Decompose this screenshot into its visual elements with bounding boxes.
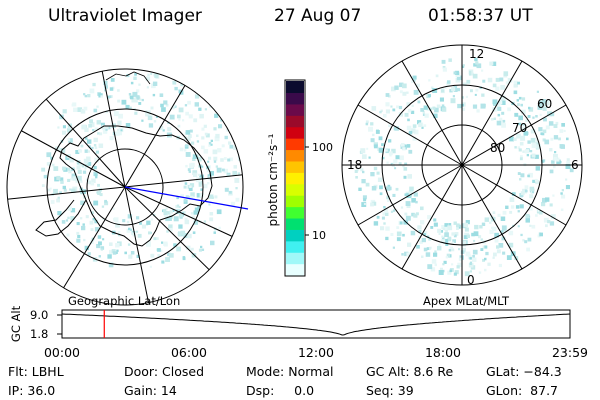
time-tick-2359: 23:59 (552, 345, 588, 360)
magnetic-map: 12 18 6 0 60 70 80 (341, 44, 583, 287)
ip-status: IP: 36.0 (8, 383, 56, 398)
mode-status: Mode: Normal (246, 364, 334, 379)
glat-status: GLat: −84.3 (486, 364, 562, 379)
magnetic-grid (341, 44, 583, 286)
filter-status: Flt: LBHL (8, 364, 64, 379)
colorbar-swatch (286, 240, 304, 253)
seq-status: Seq: 39 (366, 383, 414, 398)
colorbar-swatch (286, 229, 304, 242)
geographic-grid (7, 69, 243, 305)
colorbar-swatch (286, 138, 304, 151)
time-tick-1200: 12:00 (298, 345, 334, 360)
door-status: Door: Closed (124, 364, 205, 379)
mlt-label-12: 12 (469, 47, 484, 61)
colorbar-swatch (286, 172, 304, 185)
colorbar-swatch (286, 217, 304, 230)
time-tick-0600: 06:00 (171, 345, 207, 360)
colorbar-swatch (286, 115, 304, 128)
glon-status: GLon: 87.7 (486, 383, 558, 398)
dusk-meridian-line (124, 186, 249, 210)
colorbar-swatch (286, 92, 304, 105)
altitude-tick-high: 9.0 (30, 308, 48, 322)
colorbar-swatch (286, 126, 304, 139)
colorbar-swatch (286, 195, 304, 208)
orbit-altitude-timeline: 9.0 1.8 GC Alt 00:00 06:00 12:00 18:00 2… (9, 305, 588, 360)
date-label: 27 Aug 07 (274, 6, 362, 26)
timeline-frame (61, 309, 571, 339)
dsp-status: Dsp: 0.0 (246, 383, 315, 398)
time-tick-1800: 18:00 (425, 345, 461, 360)
colorbar-swatch (286, 183, 304, 196)
altitude-tick-low: 1.8 (30, 327, 48, 341)
mlt-label-6: 6 (571, 158, 579, 172)
colorbar-swatch (286, 149, 304, 162)
geographic-outer-ring (6, 68, 244, 306)
mlat-label-70: 70 (512, 121, 527, 135)
colorbar-swatch (286, 160, 304, 173)
time-label: 01:58:37 UT (428, 6, 533, 26)
colorbar-tick-10: 10 (312, 229, 326, 242)
aurora-emission-geographic (41, 72, 243, 268)
timeline-x-ticks: 00:00 06:00 12:00 18:00 23:59 (44, 345, 588, 360)
colorbar-swatch (286, 263, 304, 276)
gc-alt-status: GC Alt: 8.6 Re (366, 364, 454, 379)
magnetic-panel-label: Apex MLat/MLT (423, 294, 510, 308)
color-bar: 100 10 photon cm⁻²s⁻¹ (266, 79, 333, 277)
mlat-label-80: 80 (490, 141, 505, 155)
colorbar-tick-100: 100 (312, 141, 333, 154)
aurora-emission-magnetic (354, 57, 574, 277)
colorbar-swatch (286, 206, 304, 219)
mlt-label-0: 0 (467, 273, 475, 287)
colorbar-swatch (286, 103, 304, 116)
colorbar-unit-label: photon cm⁻²s⁻¹ (266, 133, 280, 226)
time-tick-0000: 00:00 (44, 345, 80, 360)
altitude-curve (61, 313, 571, 336)
geographic-panel-label: Geographic Lat/Lon (68, 294, 180, 308)
mlt-label-18: 18 (347, 158, 362, 172)
colorbar-swatch (286, 252, 304, 265)
instrument-title: Ultraviolet Imager (48, 6, 202, 26)
colorbar-swatch (286, 81, 304, 94)
mlat-label-60: 60 (537, 97, 552, 111)
geographic-map (6, 68, 249, 306)
altitude-axis-label: GC Alt (9, 305, 23, 342)
gain-status: Gain: 14 (124, 383, 177, 398)
